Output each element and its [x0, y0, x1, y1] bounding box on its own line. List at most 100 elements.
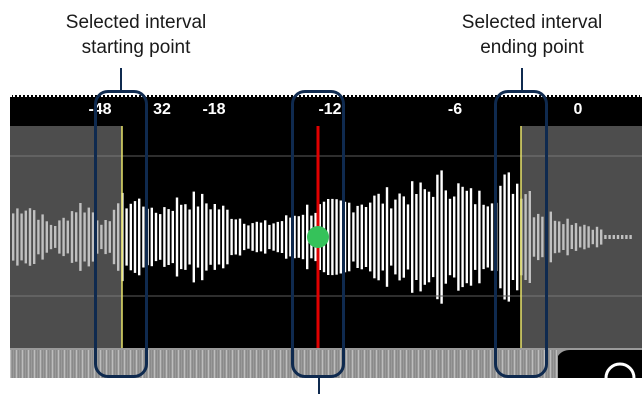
overview-texture-line: [184, 350, 185, 378]
overview-texture-line: [244, 350, 245, 378]
waveform-bar: [209, 209, 212, 265]
waveform-bar: [356, 205, 359, 268]
waveform-bar: [398, 193, 401, 281]
overview-texture-line: [328, 350, 329, 378]
overview-texture-line: [424, 350, 425, 378]
overview-texture-line: [440, 350, 441, 378]
overview-texture-line: [192, 350, 193, 378]
corner-button-icon[interactable]: [604, 362, 636, 378]
overview-texture-line: [282, 350, 283, 378]
waveform-bar: [285, 215, 288, 259]
overview-texture-line: [24, 350, 25, 378]
overview-texture-line: [278, 350, 279, 378]
overview-texture-line: [70, 350, 71, 378]
start-callout-line-1: Selected interval: [65, 12, 207, 33]
overview-texture-line: [236, 350, 237, 378]
overview-texture-line: [396, 350, 397, 378]
overview-texture-line: [400, 350, 401, 378]
waveform-bar: [247, 225, 250, 249]
waveform-bar: [230, 218, 233, 256]
unselected-region-left: [10, 126, 122, 348]
overview-texture-line: [180, 350, 181, 378]
waveform-area[interactable]: [10, 126, 642, 348]
overview-texture-line: [176, 350, 177, 378]
overview-texture-line: [492, 350, 493, 378]
overview-texture-line: [50, 350, 51, 378]
waveform-bar: [348, 202, 351, 272]
waveform-bar: [436, 174, 439, 300]
overview-texture-line: [20, 350, 21, 378]
overview-texture-line: [518, 350, 519, 378]
overview-texture-line: [86, 350, 87, 378]
waveform-bar: [335, 199, 338, 275]
overview-texture-line: [238, 350, 239, 378]
overview-texture-line: [92, 350, 93, 378]
overview-texture-line: [488, 350, 489, 378]
overview-texture-line: [468, 350, 469, 378]
waveform-bar: [369, 202, 372, 272]
overview-texture-line: [108, 350, 109, 378]
waveform-bar: [390, 208, 393, 266]
waveform-bar: [423, 189, 426, 285]
overview-texture-line: [40, 350, 41, 378]
overview-texture-line: [360, 350, 361, 378]
overview-texture-line: [380, 350, 381, 378]
overview-texture-line: [410, 350, 411, 378]
overview-texture-line: [362, 350, 363, 378]
overview-texture-line: [64, 350, 65, 378]
waveform-bar: [222, 205, 225, 269]
overview-texture-line: [422, 350, 423, 378]
waveform-bar: [406, 204, 410, 270]
overview-texture-line: [376, 350, 377, 378]
waveform-bar: [339, 200, 342, 274]
overview-texture-line: [478, 350, 479, 378]
end-callout-line-1: Selected interval: [461, 12, 603, 33]
overview-texture-line: [438, 350, 439, 378]
waveform-bar: [516, 183, 519, 291]
waveform-bar: [293, 215, 296, 259]
waveform-bar: [251, 223, 254, 251]
playhead-highlight-frame: [291, 90, 345, 378]
overview-texture-line: [44, 350, 45, 378]
overview-texture-line: [352, 350, 353, 378]
overview-texture-line: [508, 350, 509, 378]
overview-texture-line: [198, 350, 199, 378]
overview-texture-line: [276, 350, 277, 378]
overview-texture-line: [430, 350, 431, 378]
waveform-bar: [486, 206, 489, 268]
overview-texture-line: [220, 350, 221, 378]
overview-texture-line: [354, 350, 355, 378]
ruler-tick: 32: [153, 101, 171, 118]
overview-texture-line: [32, 350, 33, 378]
overview-texture-line: [26, 350, 27, 378]
overview-texture-line: [550, 350, 551, 378]
overview-texture-line: [30, 350, 31, 378]
playhead-knob[interactable]: [307, 226, 329, 248]
overview-texture-line: [218, 350, 219, 378]
waveform-bar: [138, 198, 141, 276]
overview-texture-line: [78, 350, 79, 378]
overview-texture-line: [172, 350, 173, 378]
overview-texture-line: [358, 350, 359, 378]
waveform-bar: [125, 208, 128, 266]
overview-texture-line: [160, 350, 161, 378]
overview-texture-line: [36, 350, 37, 378]
overview-texture-line: [168, 350, 169, 378]
overview-texture-line: [120, 350, 121, 378]
overview-texture-line: [418, 350, 419, 378]
overview-texture-line: [408, 350, 409, 378]
overview-strip[interactable]: [10, 348, 642, 378]
waveform-bar: [142, 206, 145, 268]
overview-texture-line: [110, 350, 111, 378]
overview-texture-line: [38, 350, 39, 378]
overview-texture-line: [116, 350, 117, 378]
overview-texture-line: [274, 350, 275, 378]
waveform-bar: [373, 195, 376, 279]
overview-texture-line: [472, 350, 473, 378]
overview-texture-line: [284, 350, 285, 378]
overview-texture-line: [462, 350, 463, 378]
overview-texture-line: [162, 350, 163, 378]
overview-texture-line: [388, 350, 389, 378]
overview-texture-line: [522, 350, 523, 378]
overview-texture-line: [170, 350, 171, 378]
